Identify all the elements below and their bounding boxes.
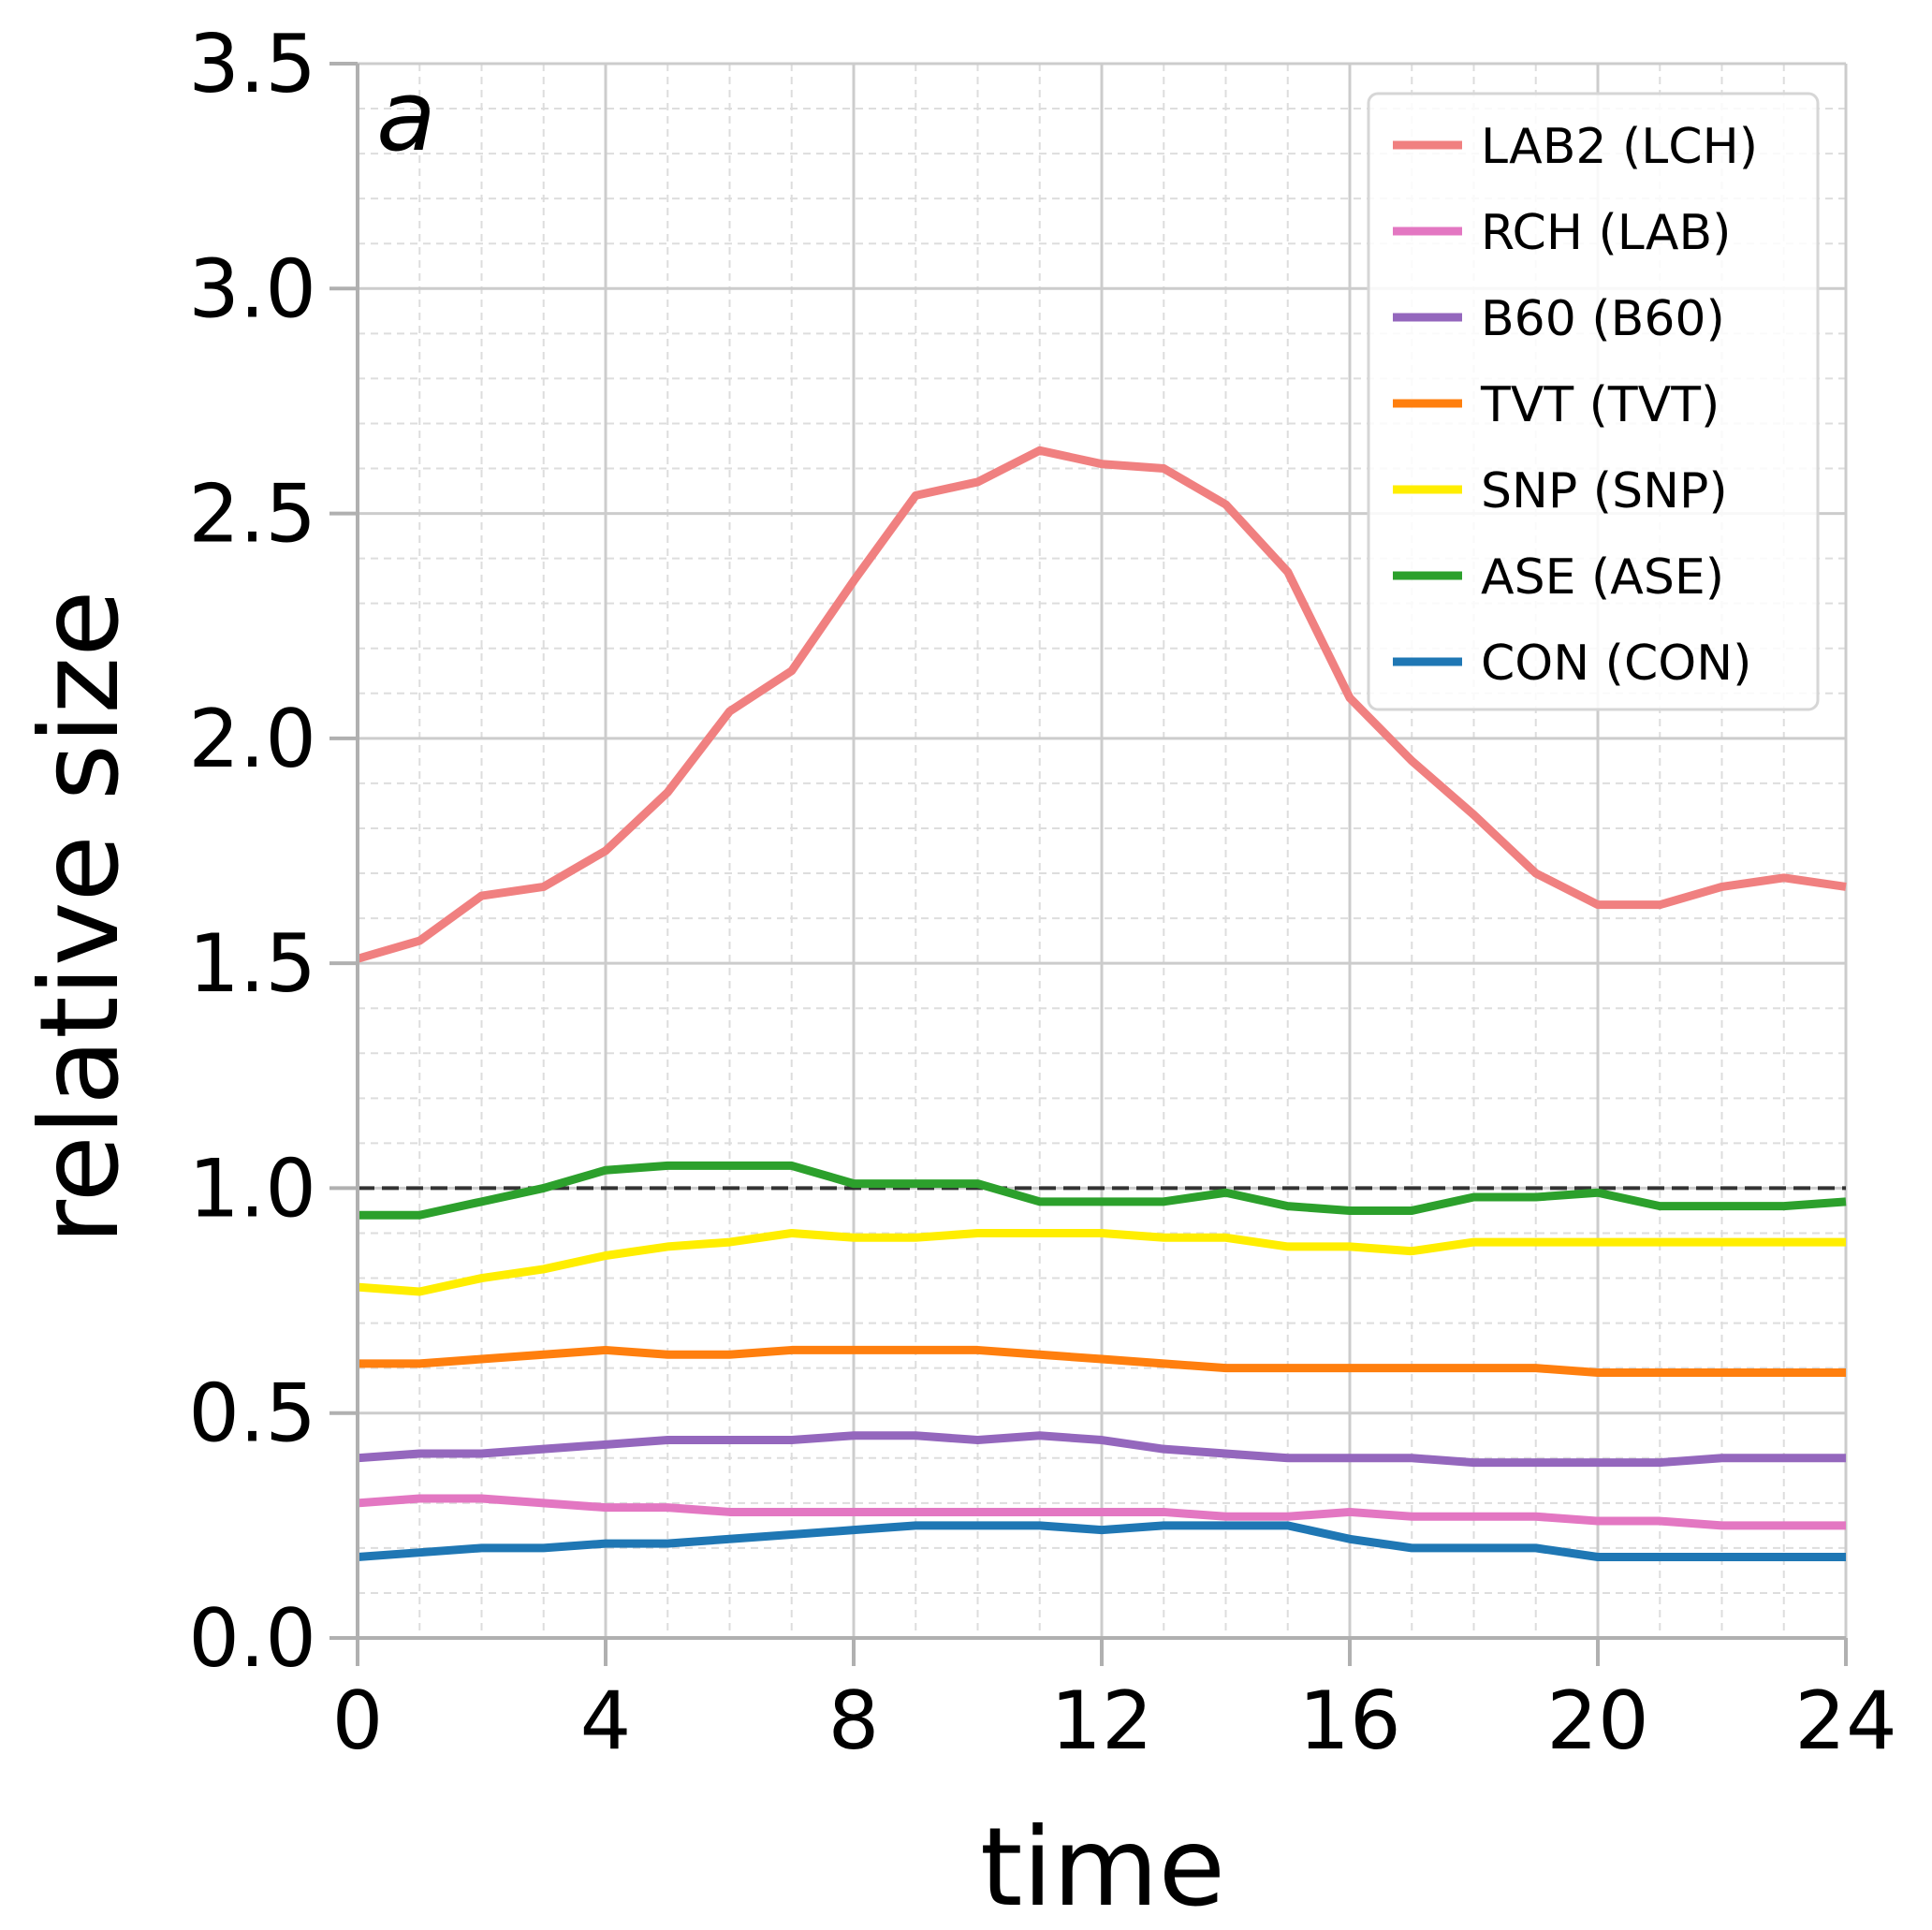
legend: LAB2 (LCH) RCH (LAB) B60 (B60) TVT (TVT) SNP… [1367,92,1820,711]
legend-label: ASE (ASE) [1481,549,1724,606]
y-tick-label: 3.0 [188,242,316,336]
y-tick-label: 1.0 [188,1142,316,1235]
series-line-tvt-tvt [358,1345,1846,1377]
axes [329,62,1848,1666]
legend-label: SNP (SNP) [1481,463,1728,519]
series-line-con-con [357,1521,1846,1561]
y-tick-label: 0.5 [188,1367,316,1461]
y-tick-label: 2.0 [188,693,316,786]
series-line-snp-snp [357,1228,1846,1296]
y-tick-label: 3.5 [188,18,316,111]
legend-label: LAB2 (LCH) [1481,119,1758,175]
series-lines [356,446,1847,1561]
legend-frame [1367,92,1820,711]
series-line-ase-ase [358,1161,1847,1220]
y-tick-label: 0.0 [188,1592,316,1686]
series-line-rch-lab [357,1494,1846,1530]
x-tick-label: 0 [332,1674,384,1768]
minor-grid [358,64,1846,1638]
x-tick-label: 8 [828,1674,880,1768]
series-line-lab2-lch [356,446,1847,963]
x-tick-label: 24 [1794,1674,1896,1768]
legend-label: CON (CON) [1481,636,1751,692]
x-tick-label: 12 [1050,1674,1152,1768]
panel-label: a [376,59,436,173]
x-axis-label: time [980,1805,1225,1930]
legend-label: RCH (LAB) [1481,205,1731,261]
x-tick-label: 20 [1546,1674,1648,1768]
y-tick-label: 2.5 [188,468,316,562]
x-tick-label: 16 [1298,1674,1400,1768]
legend-label: B60 (B60) [1481,291,1725,347]
y-axis-label: relative size [17,590,143,1244]
tick-labels: 0.0 0.5 1.0 1.5 2.0 2.5 3.0 3.5 0 4 8 12 16 20 24 [188,18,1897,1768]
y-tick-label: 1.5 [188,917,316,1011]
series-line-b60-b60 [357,1431,1846,1468]
x-tick-label: 4 [580,1674,632,1768]
legend-label: TVT (TVT) [1480,377,1720,433]
